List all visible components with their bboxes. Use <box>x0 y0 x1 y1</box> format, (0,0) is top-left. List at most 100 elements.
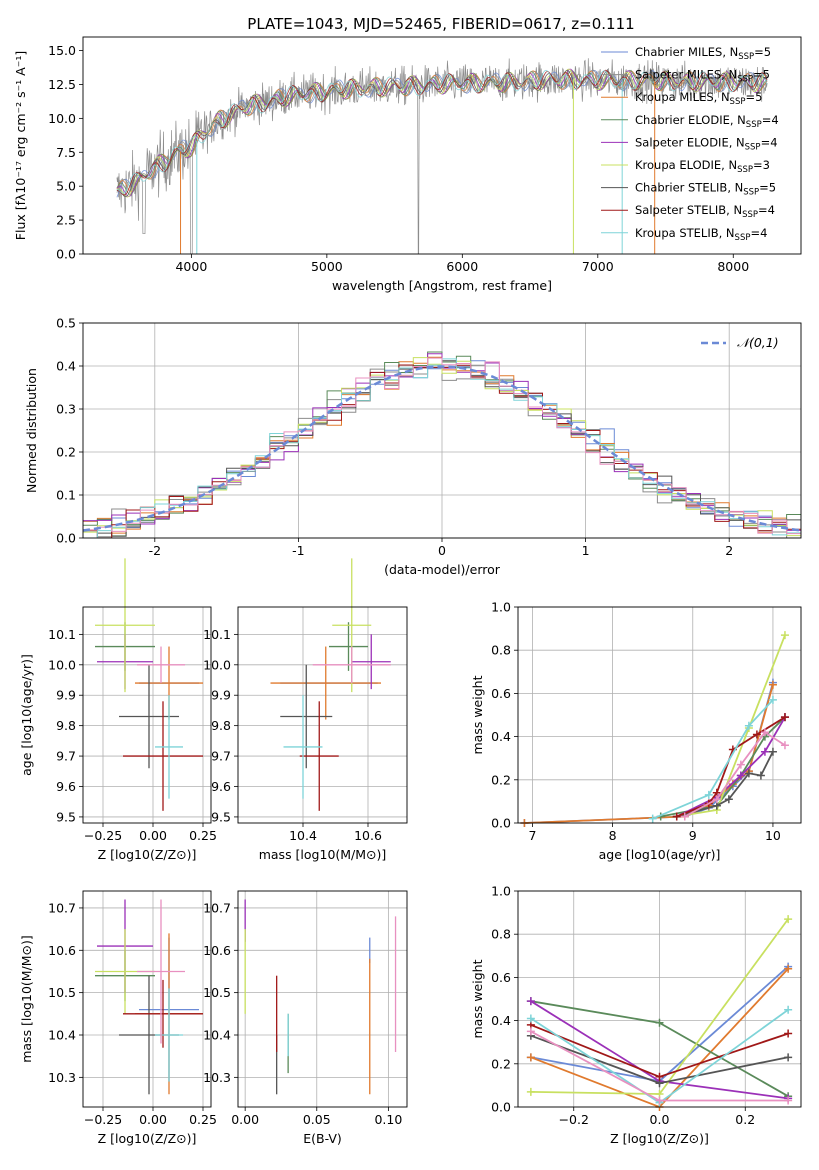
axes-frame <box>82 322 802 539</box>
x-tick-label: −0.2 <box>559 1112 589 1127</box>
x-tick-label: 0.25 <box>189 828 217 843</box>
mass-weight-marker <box>744 769 753 778</box>
legend-label-text: Chabrier STELIB, N <box>635 181 743 195</box>
y-tick-label: 0.5 <box>56 316 76 331</box>
mass-weight-marker <box>526 1014 535 1023</box>
y-tick-label: 9.8 <box>56 718 76 733</box>
x-tick-label: 8000 <box>717 259 749 274</box>
y-tick-label: 15.0 <box>48 43 76 58</box>
legend-label: 𝒩(0,1) <box>737 335 779 350</box>
y-tick-label: 0.6 <box>491 970 511 985</box>
legend-label-subscript: SSP <box>742 210 758 220</box>
mass-weight-marker <box>784 964 793 973</box>
x-axis-label: E(B-V) <box>303 1131 342 1146</box>
legend-label-subscript: SSP <box>746 120 762 130</box>
mass-weight-marker <box>736 771 745 780</box>
observed-spectrum-line <box>116 58 768 254</box>
legend-label-text: Kroupa MILES, N <box>635 90 730 104</box>
legend-label-suffix: =4 <box>761 135 778 149</box>
y-tick-label: 9.6 <box>56 779 76 794</box>
mass-weight-marker <box>752 730 761 739</box>
x-axis-label: Z [log10(Z/Z⊙)] <box>98 1131 197 1146</box>
figure-title: PLATE=1043, MJD=52465, FIBERID=0617, z=0… <box>247 15 634 33</box>
mass-weight-marker <box>744 721 753 730</box>
axes-frame <box>237 890 408 1108</box>
y-axis-label: Normed distribution <box>24 368 39 493</box>
legend-label-subscript: SSP <box>735 233 751 243</box>
mass-weight-marker <box>526 1053 535 1062</box>
x-tick-label: 4000 <box>175 259 207 274</box>
legend-label: Kroupa STELIB, NSSP=4 <box>635 226 767 243</box>
legend-label-suffix: =5 <box>745 90 762 104</box>
x-tick-label: 9 <box>689 828 697 843</box>
mass-weight-marker <box>760 747 769 756</box>
y-tick-label: 7.5 <box>56 145 76 160</box>
y-tick-label: 9.7 <box>56 749 76 764</box>
axes-mass_weight_vs_age: 7 8 9 10 0.0 0.2 0.4 0.6 0.8 1.0 age [log10(age/yr… <box>470 600 802 862</box>
mass-weight-marker <box>780 713 789 722</box>
mass-weight-marker <box>784 915 793 924</box>
x-axis-label: (data-model)/error <box>384 562 501 577</box>
y-tick-label: 9.7 <box>211 749 231 764</box>
legend-label-text: Salpeter STELIB, N <box>635 203 742 217</box>
axes-residuals: -2 -1 0 1 2 0.0 0.1 0.2 0.3 0.4 0.5 (data-model)/er… <box>24 316 802 577</box>
spectrum-plot-area <box>116 58 768 254</box>
x-tick-label: 0.0 <box>650 1112 670 1127</box>
y-tick-label: 10.3 <box>48 1070 76 1085</box>
x-axis-label: Z [log10(Z/Z⊙)] <box>610 1131 709 1146</box>
mass-weight-marker <box>736 760 745 769</box>
y-tick-label: 0.2 <box>491 1056 511 1071</box>
mass-weight-marker <box>756 771 765 780</box>
y-tick-label: 0.2 <box>56 445 76 460</box>
legend-label: Kroupa MILES, NSSP=5 <box>635 90 762 107</box>
y-axis-label: mass [log10(M/M⊙)] <box>19 935 34 1063</box>
legend-label-subscript: SSP <box>738 52 754 62</box>
legend-label: Salpeter MILES, NSSP=5 <box>635 68 770 85</box>
axes-mass_vs_Z: −0.25 0.00 0.25 10.3 10.4 10.5 10.6 10.7 Z [log1… <box>19 890 217 1146</box>
model-spectrum-line <box>116 69 768 195</box>
histogram-step-line <box>83 357 801 535</box>
axes-spectrum: 4000 5000 6000 7000 8000 0.0 2.5 5.0 7.5 10.0 12.5… <box>13 36 802 293</box>
y-tick-label: 10.5 <box>48 985 76 1000</box>
y-axis-label: Flux [fλ10⁻¹⁷ erg cm⁻² s⁻¹ A⁻¹] <box>13 51 28 240</box>
mass-weight-marker <box>712 795 721 804</box>
legend-label-suffix: =5 <box>754 45 771 59</box>
y-tick-label: 9.6 <box>211 779 231 794</box>
x-tick-label: 0.00 <box>231 1112 259 1127</box>
axes-age_vs_mass: 10.4 10.6 9.5 9.6 9.7 9.8 9.9 10.0 10.1 mass [log… <box>203 558 408 862</box>
legend-label-text: Kroupa STELIB, N <box>635 226 735 240</box>
legend-label-text: Kroupa ELODIE, N <box>635 158 737 172</box>
y-tick-label: 0.4 <box>491 1013 511 1028</box>
mass-weight-marker <box>768 680 777 689</box>
legend-label-suffix: =4 <box>758 203 775 217</box>
y-tick-label: 9.5 <box>56 809 76 824</box>
legend-label-suffix: =4 <box>750 226 767 240</box>
y-tick-label: 10.0 <box>48 657 76 672</box>
legend-label: Chabrier ELODIE, NSSP=4 <box>635 113 779 130</box>
mass-weight-marker <box>704 790 713 799</box>
x-tick-label: −0.25 <box>84 828 122 843</box>
y-tick-label: 9.9 <box>56 688 76 703</box>
x-tick-label: 10.6 <box>354 828 382 843</box>
axes-frame <box>517 606 802 824</box>
mass-weight-marker <box>680 812 689 821</box>
y-tick-label: 0.6 <box>491 686 511 701</box>
x-tick-label: -1 <box>292 543 304 558</box>
model-spectrum-line <box>116 69 768 194</box>
mass-weight-line <box>676 634 786 818</box>
y-tick-label: 10.7 <box>48 900 76 915</box>
legend-label-text: Salpeter MILES, N <box>635 68 737 82</box>
model-spectrum-line <box>116 69 768 193</box>
x-tick-label: 0.25 <box>189 1112 217 1127</box>
mass-weight-marker <box>768 747 777 756</box>
legend-label-subscript: SSP <box>745 142 761 152</box>
mass-weight-marker <box>780 631 789 640</box>
x-tick-label: 1 <box>582 543 590 558</box>
y-tick-label: 9.9 <box>211 688 231 703</box>
y-axis-label: age [log10(age/yr)] <box>19 654 34 776</box>
legend-label-subscript: SSP <box>730 97 746 107</box>
x-tick-label: 0.00 <box>139 828 167 843</box>
mass-weight-marker <box>672 812 681 821</box>
axes-age_vs_Z: −0.25 0.00 0.25 9.5 9.6 9.7 9.8 9.9 10.0 10.1 Z [l… <box>19 558 217 862</box>
y-tick-label: 10.4 <box>48 1028 76 1043</box>
